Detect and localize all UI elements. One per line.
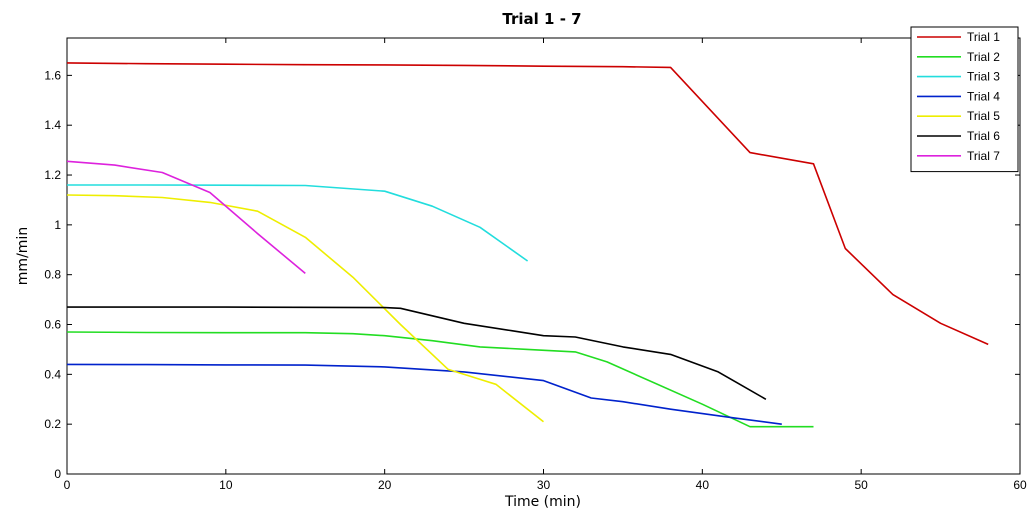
legend-label: Trial 4 (967, 89, 1000, 103)
series-layer (66, 62, 989, 428)
y-tick-label: 1.4 (44, 118, 61, 132)
y-tick-label: 0.2 (44, 417, 61, 431)
series-line-trial-7 (66, 160, 306, 275)
legend: Trial 1 Trial 2 Trial 3 Trial 4 Trial 5 Trial… (910, 26, 1019, 173)
legend-label: Trial 5 (967, 109, 1000, 123)
legend-label: Trial 6 (967, 129, 1000, 143)
x-tick-label: 40 (696, 478, 710, 492)
y-tick-label: 0.6 (44, 318, 61, 332)
series-line-trial-4 (66, 363, 782, 425)
tick-layer: 0 10 20 30 40 50 60 0 0.2 0.4 0.6 0.8 1 1.2 1.4 1.6 (44, 38, 1027, 492)
x-tick-label: 30 (537, 478, 551, 492)
legend-label: Trial 7 (967, 149, 1000, 163)
series-line-trial-5 (66, 194, 544, 423)
series-line-trial-1 (66, 62, 989, 346)
series-line-trial-3 (67, 184, 529, 262)
x-tick-label: 20 (378, 478, 392, 492)
y-tick-label: 0 (54, 467, 61, 481)
legend-label: Trial 1 (967, 30, 1000, 44)
series-line-trial-2 (66, 331, 814, 428)
x-tick-label: 10 (219, 478, 233, 492)
x-tick-label: 60 (1013, 478, 1027, 492)
y-axis-label: mm/min (15, 227, 31, 285)
chart-title: Trial 1 - 7 (502, 10, 581, 28)
y-tick-label: 1.2 (44, 168, 61, 182)
y-tick-label: 1 (54, 218, 61, 232)
y-tick-label: 0.8 (44, 268, 61, 282)
legend-label: Trial 3 (967, 70, 1000, 84)
x-tick-label: 0 (64, 478, 71, 492)
plot-area (66, 37, 1021, 475)
y-tick-label: 1.6 (44, 68, 61, 82)
x-axis-label: Time (min) (504, 494, 581, 510)
legend-label: Trial 2 (967, 50, 1000, 64)
x-tick-label: 50 (854, 478, 868, 492)
plot-frame (66, 37, 1021, 475)
series-line-trial-6 (67, 306, 767, 400)
y-tick-label: 0.4 (44, 367, 61, 381)
legend-box (910, 26, 1019, 173)
